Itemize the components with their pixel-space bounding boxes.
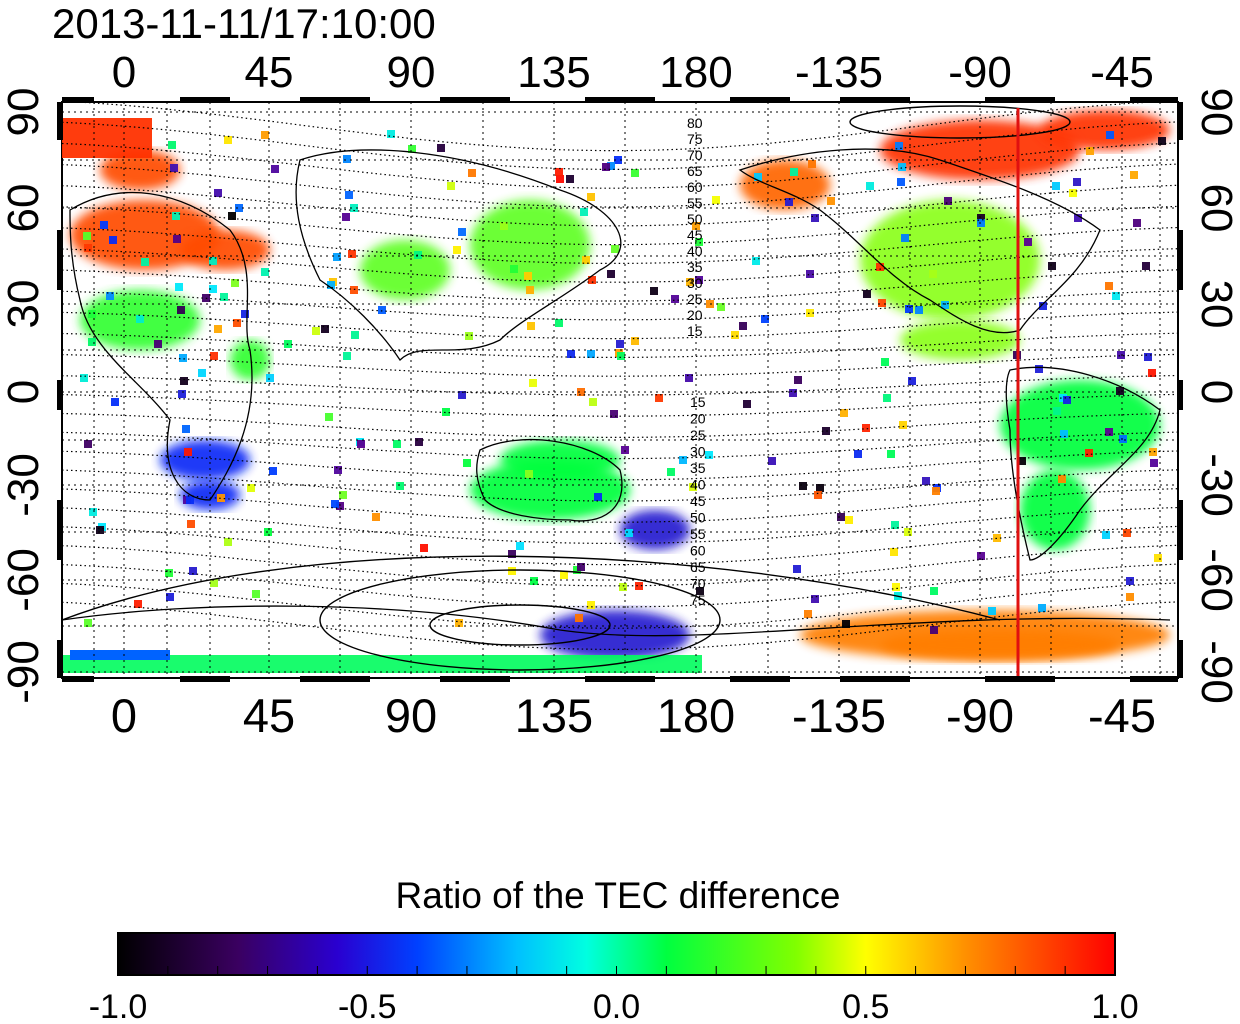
lon-tick-top: -135 — [795, 48, 883, 97]
colorbar-tick-label: 1.0 — [1091, 988, 1138, 1024]
coastlines — [62, 148, 1171, 637]
contour-label: 80 — [687, 115, 703, 131]
contour-label: 35 — [690, 460, 706, 476]
lon-tick-bottom: -45 — [1088, 689, 1156, 742]
lon-tick-top: -90 — [948, 48, 1012, 97]
contour-label: 70 — [690, 576, 706, 592]
contour-label: 60 — [687, 179, 703, 195]
lat-tick-left: 90 — [0, 88, 48, 137]
data-region-south-america — [1000, 380, 1160, 550]
contour-labels: 8075706560555045403530252015152025303540… — [687, 115, 706, 608]
tec-ratio-data — [62, 110, 1170, 673]
colorbar-tick-label: -0.5 — [338, 988, 397, 1024]
lat-tick-right: 90 — [1192, 88, 1240, 137]
lat-tick-right: -90 — [1192, 640, 1240, 704]
contour-label: 20 — [690, 411, 706, 427]
data-region-antarctica-west — [800, 610, 1170, 660]
contour-label: 30 — [687, 275, 703, 291]
lon-tick-bottom: 90 — [385, 689, 437, 742]
contour-label: 70 — [687, 147, 703, 163]
lon-tick-top: -45 — [1090, 48, 1154, 97]
lat-tick-right: -60 — [1192, 548, 1240, 612]
colorbar-tick-label: 0.5 — [842, 988, 889, 1024]
contour-label: 35 — [687, 259, 703, 275]
contour-label: 55 — [690, 526, 706, 542]
map-title: 2013-11-11/17:10:00 — [52, 0, 436, 47]
lon-tick-top: 45 — [245, 48, 294, 97]
lon-tick-bottom: -90 — [946, 689, 1014, 742]
contour-label: 60 — [690, 543, 706, 559]
lat-tick-left: 0 — [0, 380, 48, 404]
lat-tick-left: 60 — [0, 184, 48, 233]
colorbar-tick-label: -1.0 — [89, 988, 148, 1024]
lat-tick-left: -90 — [0, 640, 48, 704]
axis-tick-labels: 0 45 90 135 180 -135 -90 -450 45 90 135 180 -135 -90-… — [0, 48, 1240, 742]
lon-tick-top: 90 — [387, 48, 436, 97]
contour-label: 50 — [690, 510, 706, 526]
lon-tick-top: 0 — [112, 48, 136, 97]
lon-tick-bottom: 45 — [243, 689, 295, 742]
arctic-red-patch — [62, 118, 152, 158]
lat-tick-right: -30 — [1192, 453, 1240, 517]
contour-label: 50 — [687, 211, 703, 227]
lat-tick-right: 60 — [1192, 184, 1240, 233]
polar-band-blue — [70, 650, 170, 660]
lat-lon-grid — [62, 102, 1178, 678]
contour-label: 15 — [690, 394, 706, 410]
contour-label: 25 — [687, 291, 703, 307]
colorbar-title: Ratio of the TEC difference — [396, 875, 841, 916]
contour-label: 65 — [690, 559, 706, 575]
colorbar-tick-label: 0.0 — [593, 988, 640, 1024]
contour-label: 55 — [687, 195, 703, 211]
contour-label: 75 — [687, 131, 703, 147]
polar-band-east — [62, 655, 702, 673]
contour-label: 65 — [687, 163, 703, 179]
lat-tick-right: 0 — [1192, 380, 1240, 404]
contour-label: 20 — [687, 307, 703, 323]
contour-label: 45 — [687, 227, 703, 243]
lon-tick-top: 180 — [659, 48, 732, 97]
contour-label: 75 — [690, 592, 706, 608]
lon-tick-top: 135 — [517, 48, 590, 97]
magnetic-latitude-contours — [62, 102, 1178, 671]
lat-tick-left: 30 — [0, 280, 48, 329]
contour-label: 25 — [690, 427, 706, 443]
map-frame — [61, 101, 1179, 679]
lon-tick-bottom: 0 — [111, 689, 137, 742]
contour-label: 40 — [690, 477, 706, 493]
contour-label: 45 — [690, 493, 706, 509]
colorbar-ticks: -1.0 -0.5 0.0 0.5 1.0 — [89, 966, 1139, 1024]
lat-tick-left: -30 — [0, 453, 48, 517]
contour-label: 40 — [687, 243, 703, 259]
lat-tick-left: -60 — [0, 548, 48, 612]
axis-tick-bars — [57, 97, 1183, 682]
contour-label: 30 — [690, 444, 706, 460]
lon-tick-bottom: -135 — [792, 689, 886, 742]
lat-tick-right: 30 — [1192, 280, 1240, 329]
data-region-north-america — [860, 200, 1040, 360]
contour-label: 15 — [687, 323, 703, 339]
lon-tick-bottom: 135 — [515, 689, 593, 742]
lon-tick-bottom: 180 — [657, 689, 735, 742]
